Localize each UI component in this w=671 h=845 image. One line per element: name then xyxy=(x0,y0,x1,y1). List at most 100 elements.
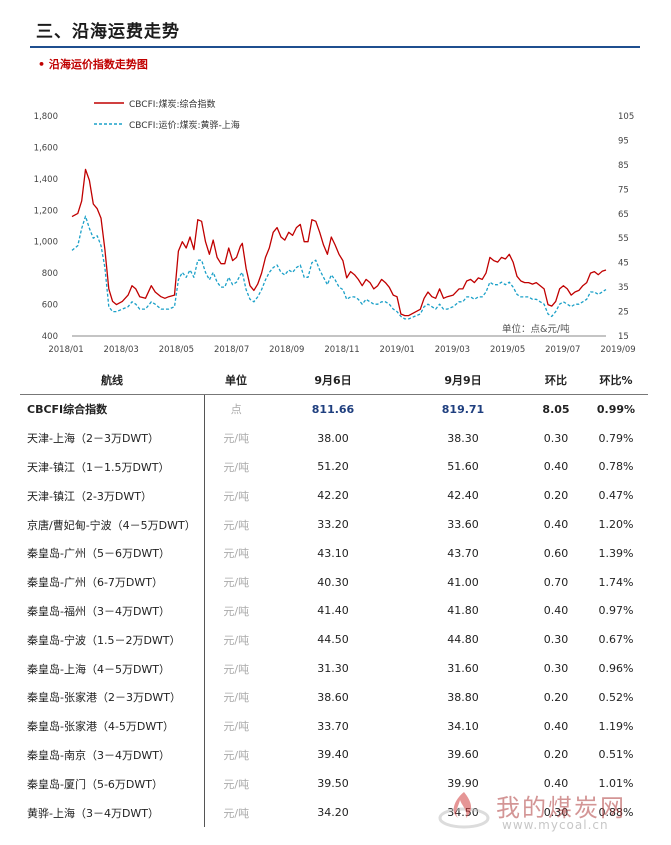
col-header-change: 环比 xyxy=(528,366,584,395)
y-left-tick-label: 1,600 xyxy=(34,143,58,153)
value-sep6-cell: 31.30 xyxy=(317,662,349,676)
change-cell: 0.60 xyxy=(543,546,569,560)
change-pct-cell: 0.78% xyxy=(598,460,634,474)
col-header-date1: 9月6日 xyxy=(268,366,398,395)
change-cell: 0.20 xyxy=(543,690,569,704)
route-cell: 秦皇岛-张家港（4-5万DWT） xyxy=(27,720,175,734)
value-sep9-cell: 38.80 xyxy=(447,690,479,704)
site-watermark: 我的煤炭网 www.mycoal.cn xyxy=(438,786,658,834)
value-sep9-cell: 31.60 xyxy=(447,662,479,676)
change-pct-cell: 1.74% xyxy=(598,575,634,589)
change-cell: 0.40 xyxy=(543,460,569,474)
value-sep9-cell: 39.60 xyxy=(447,748,479,762)
change-pct-cell: 0.47% xyxy=(598,489,634,503)
value-sep9-cell: 42.40 xyxy=(447,489,479,503)
value-sep6-cell: 43.10 xyxy=(317,546,349,560)
change-cell: 0.20 xyxy=(543,489,569,503)
x-tick-label: 2019/09 xyxy=(600,345,635,355)
flame-logo-icon xyxy=(438,792,490,829)
y-right-tick-label: 35 xyxy=(618,283,629,293)
y-axis-left: 400 600 800 1,000 1,200 1,400 1,600 1,800 xyxy=(34,112,58,342)
change-cell: 0.30 xyxy=(543,662,569,676)
change-pct-cell: 0.96% xyxy=(598,662,634,676)
route-cell: 秦皇岛-上海（4－5万DWT） xyxy=(27,662,171,676)
value-sep9-cell: 38.30 xyxy=(447,431,479,445)
freight-rate-table: 航线 单位 9月6日 9月9日 环比 环比% CBCFI综合指数 点 811.66 8… xyxy=(20,366,648,827)
y-right-tick-label: 105 xyxy=(618,112,634,122)
value-sep6-cell: 33.70 xyxy=(317,719,349,733)
change-pct-cell: 0.97% xyxy=(598,604,634,618)
value-sep9-cell: 33.60 xyxy=(447,518,479,532)
change-cell: 0.40 xyxy=(543,604,569,618)
unit-cell: 元/吨 xyxy=(203,423,268,453)
table-row: 秦皇岛-张家港（4-5万DWT） 元/吨 33.70 34.10 0.40 1.19% xyxy=(20,711,648,741)
x-tick-label: 2018/01 xyxy=(48,345,83,355)
route-cell: 天津-镇江（1－1.5万DWT） xyxy=(27,460,170,474)
table-row: 秦皇岛-广州（5－6万DWT） 元/吨 43.10 43.70 0.60 1.39% xyxy=(20,538,648,568)
unit-cell: 元/吨 xyxy=(203,769,268,799)
y-right-tick-label: 45 xyxy=(618,259,629,269)
legend-label-solid: CBCFI:煤炭:综合指数 xyxy=(129,98,215,110)
value-sep9-cell: 43.70 xyxy=(447,546,479,560)
unit-cell: 元/吨 xyxy=(203,452,268,482)
table-row: 秦皇岛-宁波（1.5－2万DWT） 元/吨 44.50 44.80 0.30 0.67% xyxy=(20,625,648,655)
section-title: 三、沿海运费走势 xyxy=(36,22,180,42)
table-header-row: 航线 单位 9月6日 9月9日 环比 环比% xyxy=(20,366,648,395)
route-cell: 秦皇岛-南京（3－4万DWT） xyxy=(27,748,171,762)
series-line-cbcfi-coal-composite xyxy=(71,168,607,317)
title-divider xyxy=(30,46,640,48)
table-row: 天津-镇江（1－1.5万DWT） 元/吨 51.20 51.60 0.40 0.78% xyxy=(20,452,648,482)
y-left-tick-label: 600 xyxy=(42,301,58,311)
unit-cell: 元/吨 xyxy=(203,596,268,626)
table-row: 天津-镇江（2-3万DWT） 元/吨 42.20 42.40 0.20 0.47% xyxy=(20,481,648,511)
route-cell: CBCFI综合指数 xyxy=(27,403,108,417)
route-cell: 天津-镇江（2-3万DWT） xyxy=(27,489,153,503)
y-right-tick-label: 95 xyxy=(618,136,629,146)
watermark-url: www.mycoal.cn xyxy=(502,818,609,832)
freight-index-chart: 400 600 800 1,000 1,200 1,400 1,600 1,800 15 25 3… xyxy=(34,98,636,355)
y-right-tick-label: 25 xyxy=(618,308,629,318)
y-right-tick-label: 85 xyxy=(618,161,629,171)
change-pct-cell: 0.88% xyxy=(598,806,634,820)
unit-cell: 元/吨 xyxy=(203,567,268,597)
change-cell: 0.30 xyxy=(543,431,569,445)
unit-cell: 元/吨 xyxy=(203,481,268,511)
value-sep6-cell: 51.20 xyxy=(317,460,349,474)
change-pct-cell: 1.20% xyxy=(598,518,634,532)
value-sep6-cell: 811.66 xyxy=(311,402,355,416)
table-row: 京唐/曹妃甸-宁波（4－5万DWT） 元/吨 33.20 33.60 0.40 1.20% xyxy=(20,510,648,539)
value-sep9-cell: 34.10 xyxy=(447,719,479,733)
y-left-tick-label: 400 xyxy=(42,332,58,342)
value-sep9-cell: 51.60 xyxy=(447,460,479,474)
route-cell: 天津-上海（2－3万DWT） xyxy=(27,432,160,446)
x-tick-label: 2018/03 xyxy=(104,345,139,355)
table-row: 秦皇岛-南京（3－4万DWT） 元/吨 39.40 39.60 0.20 0.51% xyxy=(20,740,648,770)
value-sep6-cell: 38.60 xyxy=(317,690,349,704)
legend: CBCFI:煤炭:综合指数 CBCFI:运价:煤炭:黄骅-上海 xyxy=(94,98,240,131)
legend-label-dashed: CBCFI:运价:煤炭:黄骅-上海 xyxy=(129,119,240,131)
table-row: 黄骅-上海（3－4万DWT） 元/吨 34.20 34.50 0.30 0.88% xyxy=(20,798,648,827)
change-pct-cell: 1.19% xyxy=(598,719,634,733)
y-left-tick-label: 1,800 xyxy=(34,112,58,122)
change-pct-cell: 1.01% xyxy=(598,777,634,791)
y-right-tick-label: 55 xyxy=(618,234,629,244)
value-sep9-cell: 41.00 xyxy=(447,575,479,589)
chart-subtitle: • 沿海运价指数走势图 xyxy=(38,58,148,71)
col-header-unit: 单位 xyxy=(204,366,268,395)
unit-cell: 元/吨 xyxy=(203,798,268,827)
y-right-tick-label: 65 xyxy=(618,210,629,220)
route-cell: 秦皇岛-厦门（5-6万DWT） xyxy=(27,777,164,791)
value-sep9-cell: 41.80 xyxy=(447,604,479,618)
value-sep9-cell: 44.80 xyxy=(447,633,479,647)
table-row: 天津-上海（2－3万DWT） 元/吨 38.00 38.30 0.30 0.79% xyxy=(20,423,648,453)
route-cell: 黄骅-上海（3－4万DWT） xyxy=(27,806,160,820)
change-cell: 0.30 xyxy=(543,633,569,647)
table-row: 秦皇岛-广州（6-7万DWT） 元/吨 40.30 41.00 0.70 1.74% xyxy=(20,567,648,597)
y-left-tick-label: 1,400 xyxy=(34,175,58,185)
unit-cell: 元/吨 xyxy=(203,510,268,539)
y-axis-right: 15 25 35 45 55 65 75 85 95 105 xyxy=(618,112,634,342)
y-right-tick-label: 75 xyxy=(618,185,629,195)
x-tick-label: 2019/07 xyxy=(545,345,580,355)
change-pct-cell: 0.52% xyxy=(598,690,634,704)
table-row: 秦皇岛-上海（4－5万DWT） 元/吨 31.30 31.60 0.30 0.96% xyxy=(20,654,648,683)
